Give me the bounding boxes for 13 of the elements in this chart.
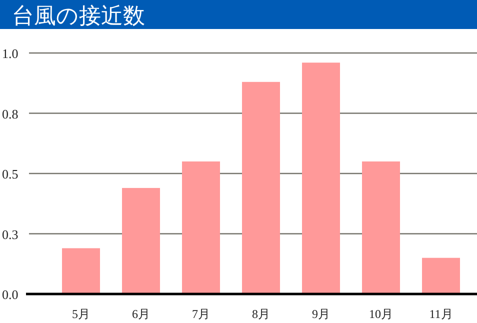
y-tick-label: 1.0 — [2, 46, 18, 61]
y-tick-label: 0.8 — [2, 106, 18, 122]
x-tick-label: 10月 — [369, 307, 393, 321]
x-tick-label: 8月 — [252, 307, 270, 321]
x-tick-label: 11月 — [429, 307, 453, 321]
title: 台風の接近数 — [12, 3, 145, 28]
y-tick-label: 0.3 — [2, 226, 18, 242]
x-tick-label: 6月 — [132, 307, 150, 321]
x-tick-label: 7月 — [192, 307, 210, 321]
x-tick-label: 5月 — [72, 307, 90, 321]
x-tick-label: 9月 — [312, 307, 330, 321]
y-tick-label: 0.0 — [2, 287, 18, 302]
y-tick-label: 0.5 — [2, 166, 18, 182]
